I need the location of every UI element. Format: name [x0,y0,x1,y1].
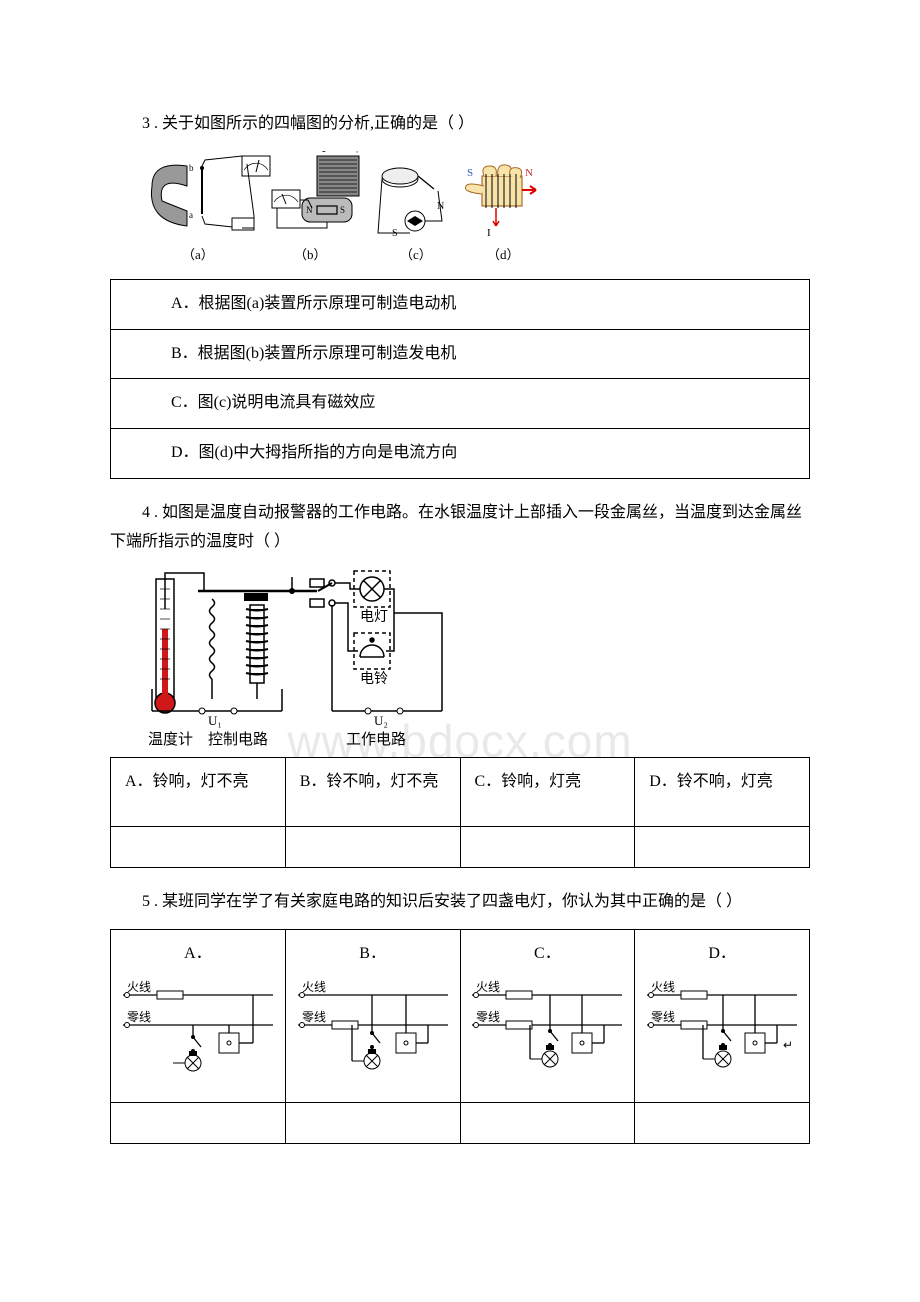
svg-text:零线: 零线 [127,1010,151,1024]
svg-text:S: S [467,167,473,179]
q4-thermo-label: 温度计 [148,731,193,748]
q5-number: 5 . [142,893,158,910]
q5-option-d-label: D． [708,940,736,969]
q4-option-b: B．铃不响，灯不亮 [294,768,452,797]
svg-text:+: + [354,151,360,157]
svg-text:火线: 火线 [476,980,500,994]
q4-stem-text: 如图是温度自动报警器的工作电路。在水银温度计上部插入一段金属丝，当温度到达金属丝… [110,504,802,550]
q4-figure-svg: U₁ [142,569,482,749]
svg-text:零线: 零线 [476,1010,500,1024]
q5-option-b-label: B． [359,940,386,969]
q4-u2-label: U₂ [374,713,388,728]
svg-text:火线: 火线 [127,980,151,994]
q5-option-a-label: A． [184,940,212,969]
q5-stem: 5 . 某班同学在学了有关家庭电路的知识后安装了四盏电灯，你认为其中正确的是（ … [110,888,810,917]
svg-text:零线: 零线 [651,1010,675,1024]
q5-stem-text: 某班同学在学了有关家庭电路的知识后安装了四盏电灯，你认为其中正确的是（ ） [162,893,742,910]
q3-fig-label-a: （a） [182,247,214,262]
svg-text:-: - [322,151,326,157]
q3-option-a: A．根据图(a)装置所示原理可制造电动机 [111,279,810,329]
q3-option-b: B．根据图(b)装置所示原理可制造发电机 [111,329,810,379]
q4-option-d: D．铃不响，灯亮 [643,768,801,797]
q3-fig-label-b: （b） [294,247,327,262]
q4-figure-row: U₁ [142,569,810,749]
q4-ctrl-label: 控制电路 [208,731,268,748]
q4-option-c: C．铃响，灯亮 [469,768,627,797]
q3-option-c: C．图(c)说明电流具有磁效应 [111,379,810,429]
q3-stem-text: 关于如图所示的四幅图的分析,正确的是（ ） [162,115,474,132]
q5-option-c-label: C． [534,940,561,969]
q3-number: 3 . [142,115,158,132]
q5-options-table: A． 火线 零线 [110,929,810,1144]
q4-stem: 4 . 如图是温度自动报警器的工作电路。在水银温度计上部插入一段金属丝，当温度到… [110,499,810,557]
q5-fig-c: 火线 零线 [472,977,622,1072]
q4-work-label: 工作电路 [346,731,406,748]
q3-option-d: D．图(d)中大拇指所指的方向是电流方向 [111,429,810,479]
svg-text:火线: 火线 [302,980,326,994]
svg-text:N: N [306,205,313,215]
svg-text:↵: ↵ [783,1038,793,1052]
svg-text:零线: 零线 [302,1010,326,1024]
svg-text:火线: 火线 [651,980,675,994]
q4-option-a: A．铃响，灯不亮 [119,768,277,797]
q4-number: 4 . [142,504,158,521]
svg-text:I: I [487,227,491,239]
q3-fig-label-c: （c） [400,247,432,262]
q3-fig-label-d: （d） [487,247,520,262]
q3-figure-svg: b a （a） N S [142,151,542,271]
q5-fig-a: 火线 零线 [123,977,273,1072]
q4-lamp-label: 电灯 [360,609,388,625]
q5-fig-d: 火线 零线 [647,977,797,1072]
q4-options-table: A．铃响，灯不亮 B．铃不响，灯不亮 C．铃响，灯亮 D．铃不响，灯亮 [110,757,810,869]
svg-text:b: b [189,163,194,173]
svg-text:a: a [189,210,193,220]
svg-text:N: N [525,167,533,179]
q4-bell-label: 电铃 [360,671,388,687]
q5-fig-b: 火线 零线 [298,977,448,1072]
q4-u1-label: U₁ [208,713,222,728]
q3-options-table: A．根据图(a)装置所示原理可制造电动机 B．根据图(b)装置所示原理可制造发电… [110,279,810,479]
svg-text:S: S [340,205,345,215]
q3-figure-row: b a （a） N S [142,151,810,271]
q3-stem: 3 . 关于如图所示的四幅图的分析,正确的是（ ） [110,110,810,139]
